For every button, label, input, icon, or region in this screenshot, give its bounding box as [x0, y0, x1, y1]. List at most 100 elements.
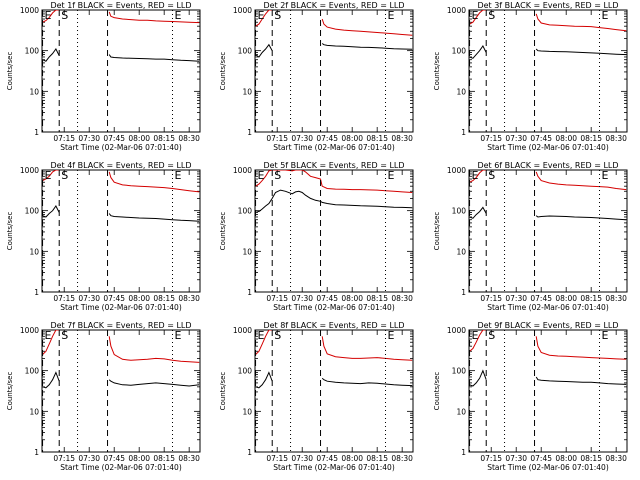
- x-axis-label: Start Time (02-Mar-06 07:01:40): [273, 143, 395, 152]
- event-marker-label: S: [488, 329, 495, 342]
- event-marker-label: E: [602, 329, 609, 342]
- chart-panel-9: Det 9f BLACK = Events, RED = LLD 1 10 100 10…: [433, 321, 628, 472]
- x-tick-label: 08:15: [366, 294, 388, 303]
- x-tick-label: 08:00: [341, 134, 363, 143]
- x-axis-label: Start Time (02-Mar-06 07:01:40): [273, 463, 395, 472]
- y-tick-label: 100: [452, 207, 467, 216]
- chart-title: Det 2f BLACK = Events, RED = LLD: [263, 1, 404, 10]
- x-tick-label: 08:00: [555, 454, 577, 463]
- x-tick-label: 07:45: [103, 454, 125, 463]
- y-axis-label: Counts/sec: [433, 212, 441, 251]
- x-tick-label: 07:45: [530, 454, 552, 463]
- plot-frame: [468, 329, 628, 453]
- plot-frame: [41, 329, 201, 453]
- event-marker-label: S: [61, 329, 68, 342]
- y-tick-label: 100: [452, 367, 467, 376]
- chart-panel-5: Det 5f BLACK = Events, RED = LLD 1 10 100 10…: [219, 161, 414, 312]
- y-axis-label: Counts/sec: [6, 212, 14, 251]
- event-marker-label: E: [602, 9, 609, 22]
- x-tick-label: 08:00: [555, 134, 577, 143]
- event-marker-label: S: [274, 329, 281, 342]
- y-tick-label: 1000: [20, 166, 39, 175]
- series-events-line: [255, 371, 413, 389]
- y-axis-label: Counts/sec: [219, 372, 227, 411]
- y-tick-label: 100: [238, 207, 253, 216]
- x-tick-label: 07:30: [291, 454, 313, 463]
- plot-frame: [468, 169, 628, 293]
- x-tick-label: 07:30: [505, 134, 527, 143]
- chart-panel-1: Det 1f BLACK = Events, RED = LLD 1 10 100 10…: [6, 1, 201, 152]
- x-tick-label: 07:30: [78, 454, 100, 463]
- y-tick-label: 100: [25, 47, 40, 56]
- event-marker-label: E: [258, 9, 265, 22]
- chart-title: Det 1f BLACK = Events, RED = LLD: [50, 1, 191, 10]
- y-tick-label: 1: [461, 288, 466, 297]
- x-axis-label: Start Time (02-Mar-06 07:01:40): [487, 143, 609, 152]
- y-tick-label: 10: [242, 407, 252, 416]
- y-axis-label: Counts/sec: [433, 52, 441, 91]
- x-tick-label: 07:15: [53, 134, 75, 143]
- y-tick-label: 1: [247, 448, 252, 457]
- y-tick-label: 10: [456, 407, 466, 416]
- x-axis-label: Start Time (02-Mar-06 07:01:40): [60, 463, 182, 472]
- series-lld-line: [469, 330, 627, 360]
- x-tick-label: 08:30: [605, 134, 627, 143]
- y-axis-label: Counts/sec: [219, 52, 227, 91]
- series-events-line: [255, 43, 413, 58]
- y-tick-label: 1: [461, 448, 466, 457]
- series-lld-line: [255, 170, 413, 193]
- y-tick-label: 1000: [20, 326, 39, 335]
- y-axis-label: Counts/sec: [6, 52, 14, 91]
- x-tick-label: 08:30: [178, 454, 200, 463]
- x-tick-label: 07:15: [266, 294, 288, 303]
- y-tick-label: 10: [29, 407, 39, 416]
- series-events-line: [469, 206, 627, 221]
- chart-title: Det 5f BLACK = Events, RED = LLD: [263, 161, 404, 170]
- y-tick-label: 1: [34, 128, 39, 137]
- event-marker-label: E: [602, 169, 609, 182]
- chart-title: Det 4f BLACK = Events, RED = LLD: [50, 161, 191, 170]
- event-marker-label: E: [175, 169, 182, 182]
- y-axis-label: Counts/sec: [433, 372, 441, 411]
- x-tick-label: 07:15: [266, 134, 288, 143]
- event-marker-label: S: [488, 169, 495, 182]
- x-tick-label: 08:00: [128, 454, 150, 463]
- y-tick-label: 1: [247, 288, 252, 297]
- x-tick-label: 08:30: [605, 454, 627, 463]
- x-tick-label: 07:30: [291, 134, 313, 143]
- event-marker-label: E: [258, 329, 265, 342]
- chart-panel-4: Det 4f BLACK = Events, RED = LLD 1 10 100 10…: [6, 161, 201, 312]
- chart-title: Det 8f BLACK = Events, RED = LLD: [263, 321, 404, 330]
- x-tick-label: 07:45: [103, 294, 125, 303]
- event-marker-label: S: [488, 9, 495, 22]
- y-tick-label: 100: [25, 367, 40, 376]
- event-marker-label: S: [274, 9, 281, 22]
- plot-frame: [254, 329, 414, 453]
- y-tick-label: 10: [29, 87, 39, 96]
- series-events-line: [42, 48, 200, 62]
- series-lld-line: [255, 330, 413, 361]
- x-tick-label: 07:30: [78, 294, 100, 303]
- y-tick-label: 10: [242, 247, 252, 256]
- plot-frame: [41, 9, 201, 133]
- event-marker-label: E: [45, 9, 52, 22]
- y-tick-label: 1000: [447, 6, 466, 15]
- y-tick-label: 1: [34, 288, 39, 297]
- x-tick-label: 08:00: [341, 454, 363, 463]
- y-tick-label: 10: [456, 247, 466, 256]
- plot-frame: [254, 9, 414, 133]
- chart-title: Det 9f BLACK = Events, RED = LLD: [477, 321, 618, 330]
- event-marker-label: E: [45, 329, 52, 342]
- x-tick-label: 08:15: [580, 294, 602, 303]
- chart-panel-8: Det 8f BLACK = Events, RED = LLD 1 10 100 10…: [219, 321, 414, 472]
- event-marker-label: E: [45, 169, 52, 182]
- x-tick-label: 08:00: [128, 294, 150, 303]
- event-marker-label: E: [258, 169, 265, 182]
- event-marker-label: E: [388, 169, 395, 182]
- x-tick-label: 07:45: [530, 294, 552, 303]
- y-tick-label: 1000: [233, 166, 252, 175]
- x-tick-label: 07:30: [505, 454, 527, 463]
- x-tick-label: 08:30: [178, 294, 200, 303]
- chart-panel-2: Det 2f BLACK = Events, RED = LLD 1 10 100 10…: [219, 1, 414, 152]
